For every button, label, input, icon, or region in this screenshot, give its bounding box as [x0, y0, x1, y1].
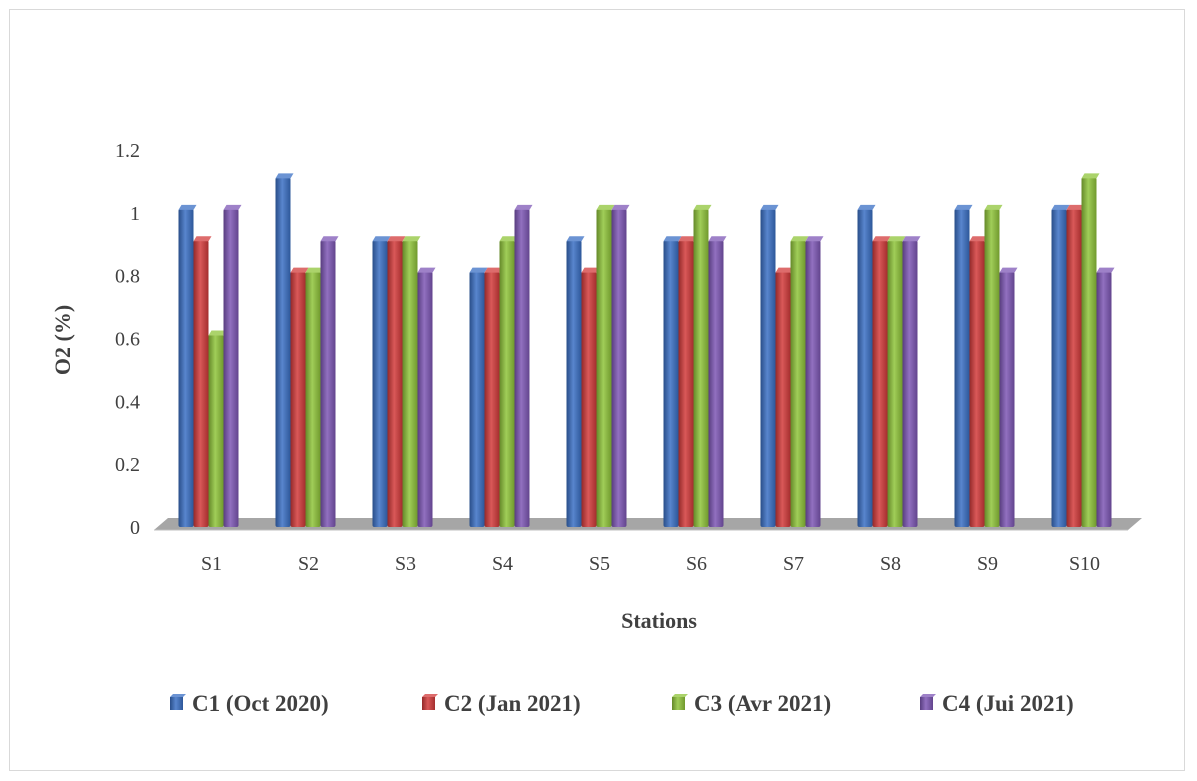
bar [320, 236, 339, 527]
bar [208, 330, 227, 527]
bar [969, 236, 988, 527]
bar [693, 204, 712, 528]
legend-item: C2 (Jan 2021) [422, 691, 581, 716]
y-tick-label: 0 [130, 517, 140, 539]
bar [372, 236, 391, 527]
legend-swatch [920, 697, 933, 710]
bar [984, 204, 1003, 528]
bar [484, 267, 503, 527]
x-tick-label: S8 [880, 553, 901, 575]
y-tick-label: 1.2 [115, 140, 140, 162]
legend-item: C1 (Oct 2020) [170, 691, 329, 716]
bar [1081, 173, 1100, 527]
x-axis-title: Stations [621, 608, 697, 633]
x-tick-label: S4 [492, 553, 513, 575]
bar [305, 267, 324, 527]
legend-label: C2 (Jan 2021) [444, 691, 581, 716]
bar [387, 236, 406, 527]
y-tick-label: 0.4 [115, 391, 140, 413]
bar [954, 204, 973, 528]
legend-label: C3 (Avr 2021) [694, 691, 831, 716]
legend-label: C1 (Oct 2020) [192, 691, 329, 716]
x-tick-label: S6 [686, 553, 707, 575]
bar [708, 236, 727, 527]
y-tick-label: 0.6 [115, 329, 140, 351]
bar [663, 236, 682, 527]
x-tick-label: S1 [201, 553, 222, 575]
x-axis-ticks: S1 S2 S3 S4 S5 S6 S7 S8 S9 S10 [201, 553, 1100, 575]
bar [514, 204, 533, 528]
bar [178, 204, 197, 528]
legend-label: C4 (Jui 2021) [942, 691, 1074, 716]
bar [760, 204, 779, 528]
legend-item: C3 (Avr 2021) [672, 691, 831, 716]
bar [402, 236, 421, 527]
x-tick-label: S2 [298, 553, 319, 575]
x-tick-label: S7 [783, 553, 804, 575]
bar [417, 267, 436, 527]
bar [775, 267, 794, 527]
bar [193, 236, 212, 527]
y-axis-ticks: 0 0.2 0.4 0.6 0.8 1 1.2 [115, 140, 140, 539]
legend-swatch [422, 697, 435, 710]
bar [790, 236, 809, 527]
legend-item: C4 (Jui 2021) [920, 691, 1074, 716]
legend-swatch [672, 697, 685, 710]
bar [902, 236, 921, 527]
bar [999, 267, 1018, 527]
bar [469, 267, 488, 527]
bar [805, 236, 824, 527]
legend-swatch [170, 697, 183, 710]
bar [611, 204, 630, 528]
y-tick-label: 0.8 [115, 266, 140, 288]
bar [857, 204, 876, 528]
bar [566, 236, 585, 527]
bar [1066, 204, 1085, 528]
bar [596, 204, 615, 528]
bar [581, 267, 600, 527]
bar [1051, 204, 1070, 528]
bar [872, 236, 891, 527]
bar [223, 204, 242, 528]
bar [499, 236, 518, 527]
x-tick-label: S3 [395, 553, 416, 575]
bar [290, 267, 309, 527]
bar [275, 173, 294, 527]
bars [178, 173, 1115, 528]
x-tick-label: S10 [1069, 553, 1100, 575]
x-tick-label: S5 [589, 553, 610, 575]
x-tick-label: S9 [977, 553, 998, 575]
bar [887, 236, 906, 527]
legend: C1 (Oct 2020) C2 (Jan 2021) C3 (Avr 2021) C… [170, 691, 1074, 716]
y-axis-title: O2 (%) [50, 305, 75, 375]
y-tick-label: 0.2 [115, 454, 140, 476]
y-tick-label: 1 [130, 203, 140, 225]
bar [1096, 267, 1115, 527]
bar [678, 236, 697, 527]
